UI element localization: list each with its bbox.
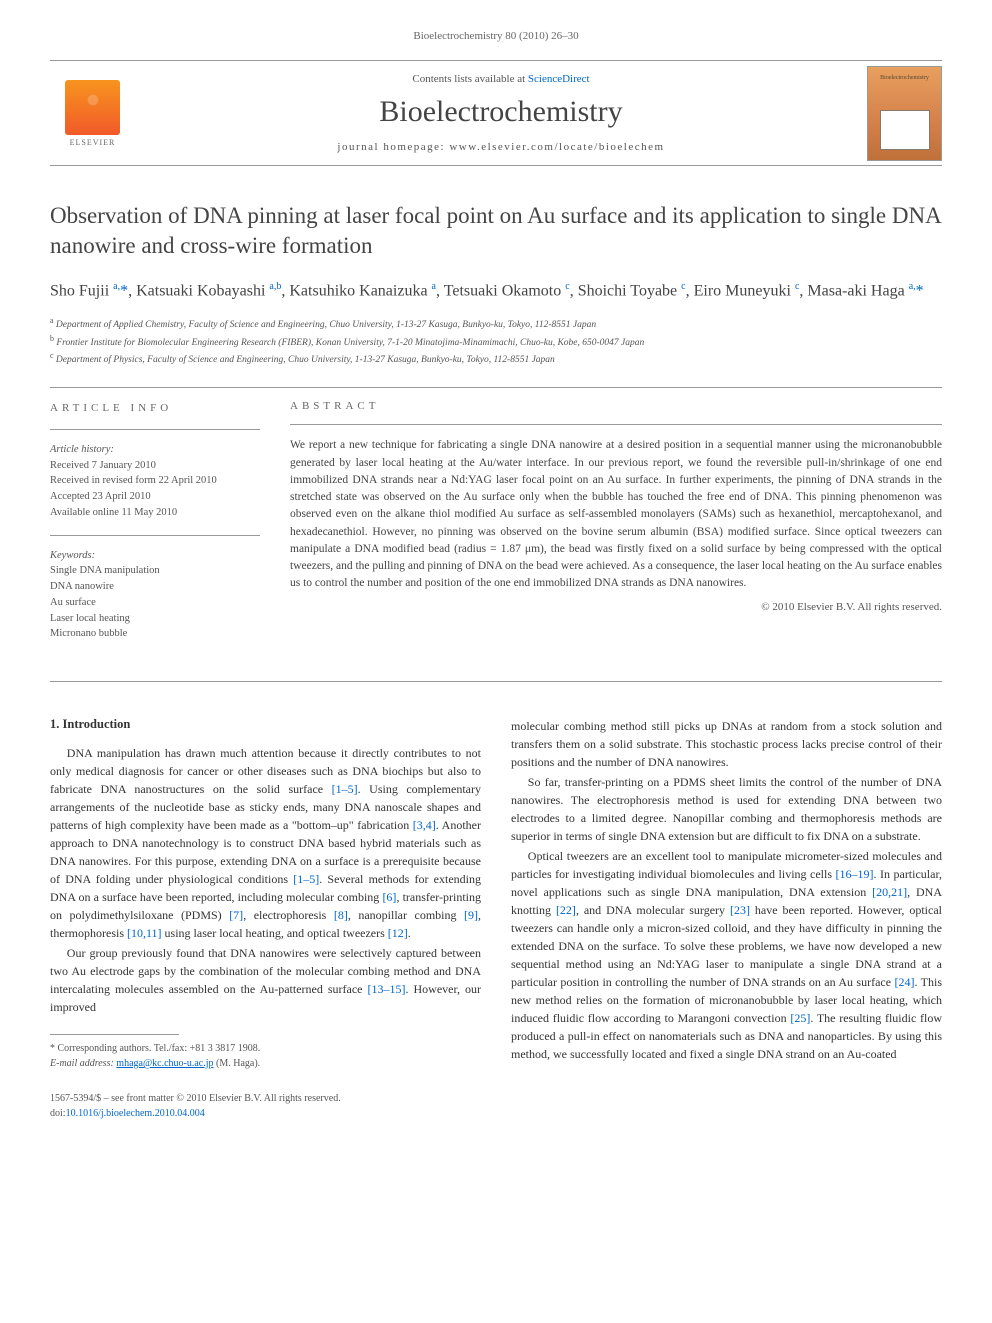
divider [50,429,260,430]
body-columns: 1. Introduction DNA manipulation has dra… [50,717,942,1121]
masthead: ELSEVIER Contents lists available at Sci… [50,60,942,166]
journal-cover-thumb: Bioelectrochemistry [867,66,942,161]
publisher-name: ELSEVIER [70,138,116,147]
contents-line: Contents lists available at ScienceDirec… [135,73,867,85]
corr-line: * Corresponding authors. Tel./fax: +81 3… [50,1041,481,1056]
keyword: Au surface [50,595,260,611]
body-paragraph: Optical tweezers are an excellent tool t… [511,847,942,1063]
doi-link[interactable]: 10.1016/j.bioelechem.2010.04.004 [66,1108,205,1119]
divider [290,424,942,425]
divider [50,387,942,388]
history-line: Received in revised form 22 April 2010 [50,473,260,489]
email-who: (M. Haga). [214,1058,261,1069]
affiliation-line: b Frontier Institute for Biomolecular En… [50,333,942,350]
cover-title: Bioelectrochemistry [872,75,937,81]
article-info: article info Article history: Received 7… [50,400,260,656]
cover-image-placeholder [880,110,930,150]
keyword: Single DNA manipulation [50,563,260,579]
history-line: Available online 11 May 2010 [50,505,260,521]
email-label: E-mail address: [50,1058,116,1069]
history-line: Received 7 January 2010 [50,458,260,474]
masthead-center: Contents lists available at ScienceDirec… [135,61,867,165]
history-line: Accepted 23 April 2010 [50,489,260,505]
body-paragraph: DNA manipulation has drawn much attentio… [50,744,481,942]
publisher-logo: ELSEVIER [50,66,135,161]
abstract: abstract We report a new technique for f… [290,400,942,656]
author-list: Sho Fujii a,*, Katsuaki Kobayashi a,b, K… [50,279,942,303]
doi-prefix: doi: [50,1108,66,1119]
keywords-block: Keywords: Single DNA manipulationDNA nan… [50,548,260,643]
section-heading: 1. Introduction [50,717,481,732]
sciencedirect-link[interactable]: ScienceDirect [528,73,590,85]
abstract-heading: abstract [290,400,942,412]
body-paragraph: So far, transfer-printing on a PDMS shee… [511,773,942,845]
journal-homepage: journal homepage: www.elsevier.com/locat… [135,141,867,153]
info-abstract-row: article info Article history: Received 7… [50,400,942,656]
keyword: DNA nanowire [50,579,260,595]
corresponding-footnote: * Corresponding authors. Tel./fax: +81 3… [50,1041,481,1071]
body-paragraph: Our group previously found that DNA nano… [50,944,481,1016]
journal-name: Bioelectrochemistry [135,95,867,129]
article-title: Observation of DNA pinning at laser foca… [50,201,942,261]
body-col-left: 1. Introduction DNA manipulation has dra… [50,717,481,1121]
front-matter: 1567-5394/$ – see front matter © 2010 El… [50,1091,481,1106]
article-history: Article history: Received 7 January 2010… [50,442,260,521]
affiliation-line: a Department of Applied Chemistry, Facul… [50,315,942,332]
keyword: Laser local heating [50,611,260,627]
article-info-heading: article info [50,400,260,417]
divider [50,681,942,682]
elsevier-tree-icon [65,80,120,135]
affiliations: a Department of Applied Chemistry, Facul… [50,315,942,367]
keyword: Micronano bubble [50,626,260,642]
affiliation-line: c Department of Physics, Faculty of Scie… [50,350,942,367]
footnote-separator [50,1034,179,1035]
email-line: E-mail address: mhaga@kc.chuo-u.ac.jp (M… [50,1056,481,1071]
running-head: Bioelectrochemistry 80 (2010) 26–30 [50,30,942,42]
corr-email-link[interactable]: mhaga@kc.chuo-u.ac.jp [116,1058,213,1069]
body-col-right: molecular combing method still picks up … [511,717,942,1121]
body-paragraph: molecular combing method still picks up … [511,717,942,771]
footer: 1567-5394/$ – see front matter © 2010 El… [50,1091,481,1121]
keywords-label: Keywords: [50,548,260,564]
contents-prefix: Contents lists available at [412,73,527,85]
divider [50,535,260,536]
abstract-text: We report a new technique for fabricatin… [290,437,942,592]
abstract-copyright: © 2010 Elsevier B.V. All rights reserved… [290,601,942,613]
history-label: Article history: [50,442,260,458]
